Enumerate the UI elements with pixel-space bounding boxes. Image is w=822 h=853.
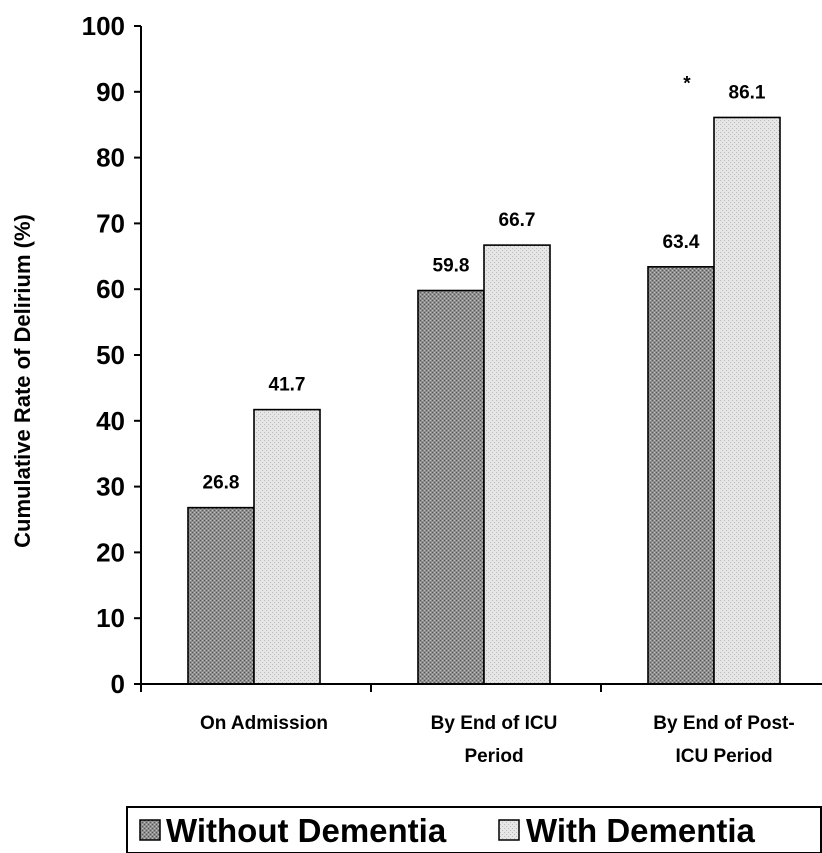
x-tick-label: ICU Period (675, 746, 772, 767)
data-label: 86.1 (729, 82, 766, 103)
bar (417, 289, 485, 685)
x-tick-label: Period (464, 746, 523, 767)
plot-area: 26.8 41.7 59.8 66.7 63.4 86.1 * (187, 73, 781, 685)
y-tick-label: 100 (82, 11, 125, 41)
y-tick-label: 90 (96, 77, 125, 107)
y-tick-label: 20 (96, 537, 125, 567)
y-tick-label: 50 (96, 340, 125, 370)
y-axis-label: Cumulative Rate of Delirium (%) (10, 214, 35, 548)
legend-label: With Dementia (526, 812, 756, 849)
y-tick-label: 80 (96, 143, 125, 173)
data-label: 26.8 (203, 473, 240, 494)
x-tick-label: By End of Post- (653, 713, 794, 734)
data-label: 66.7 (499, 210, 536, 231)
bar (187, 506, 255, 685)
legend-swatch (498, 819, 520, 841)
bar (253, 408, 321, 685)
y-tick-label: 70 (96, 208, 125, 238)
x-tick-label: By End of ICU (431, 713, 558, 734)
legend: Without Dementia With Dementia (126, 806, 822, 853)
y-tick-label: 10 (96, 603, 125, 633)
y-axis: 0 10 20 30 40 50 60 70 80 90 100 (82, 11, 142, 699)
bar (483, 244, 551, 685)
data-label: 59.8 (433, 256, 470, 277)
significance-marker: * (683, 73, 691, 94)
legend-box (126, 806, 822, 853)
legend-label: Without Dementia (166, 812, 447, 849)
x-tick-label: On Admission (200, 713, 328, 734)
x-axis: On Admission By End of ICU Period By End of… (140, 683, 822, 767)
bar (647, 266, 715, 685)
y-tick-label: 0 (111, 669, 125, 699)
data-label: 41.7 (269, 375, 306, 396)
y-tick-label: 60 (96, 274, 125, 304)
bar (713, 116, 781, 685)
legend-swatch (139, 819, 161, 841)
y-tick-label: 40 (96, 406, 125, 436)
y-tick-label: 30 (96, 472, 125, 502)
data-label: 63.4 (663, 232, 700, 253)
